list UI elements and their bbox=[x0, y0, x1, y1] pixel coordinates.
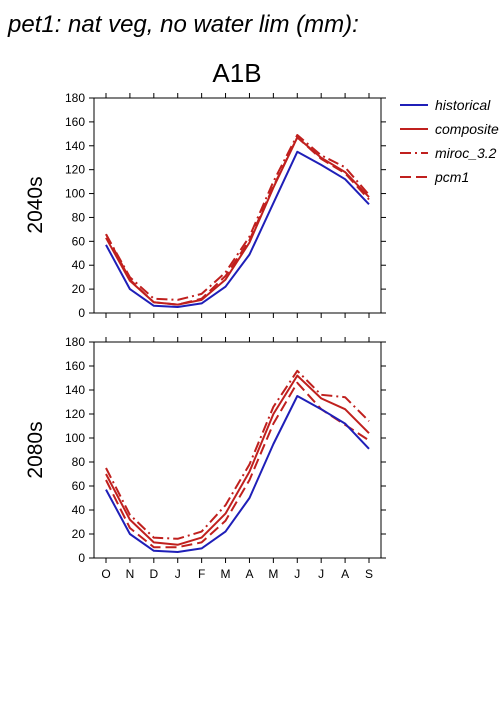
series-line-pcm1 bbox=[105, 136, 370, 306]
plot-frame bbox=[93, 341, 382, 559]
legend: historical composite miroc_3.2 pcm1 bbox=[400, 97, 499, 185]
y-tick-label: 0 bbox=[78, 551, 85, 565]
x-tick-label: S bbox=[365, 567, 373, 581]
y-tick-label: 80 bbox=[72, 210, 86, 224]
legend-label: miroc_3.2 bbox=[435, 145, 497, 161]
series-line-miroc-3-2 bbox=[105, 134, 370, 301]
legend-label: composite bbox=[435, 121, 499, 137]
y-tick-label: 120 bbox=[65, 163, 85, 177]
legend-label: pcm1 bbox=[434, 169, 469, 185]
series-line-composite bbox=[105, 374, 370, 546]
series-line-historical bbox=[105, 395, 370, 553]
page-title: pet1: nat veg, no water lim (mm): bbox=[7, 11, 359, 38]
plot-frame bbox=[93, 97, 382, 314]
y-tick-label: 140 bbox=[65, 383, 85, 397]
x-tick-label: O bbox=[101, 567, 110, 581]
y-tick-label: 100 bbox=[65, 187, 85, 201]
panel-label: 2040s bbox=[24, 176, 47, 233]
y-tick-label: 0 bbox=[78, 306, 85, 320]
y-tick-label: 100 bbox=[65, 431, 85, 445]
x-tick-label: J bbox=[175, 567, 181, 581]
x-tick-label: F bbox=[198, 567, 205, 581]
x-tick-label: J bbox=[318, 567, 324, 581]
x-tick-label: A bbox=[341, 567, 349, 581]
x-tick-label: M bbox=[221, 567, 231, 581]
y-tick-label: 20 bbox=[72, 282, 86, 296]
y-tick-label: 120 bbox=[65, 407, 85, 421]
y-tick-label: 20 bbox=[72, 527, 86, 541]
scenario-title: A1B bbox=[212, 58, 261, 88]
x-tick-label: D bbox=[149, 567, 158, 581]
series-line-historical bbox=[105, 150, 370, 308]
x-tick-label: J bbox=[294, 567, 300, 581]
y-tick-label: 180 bbox=[65, 335, 85, 349]
y-tick-label: 160 bbox=[65, 115, 85, 129]
y-tick-label: 80 bbox=[72, 455, 86, 469]
y-tick-label: 140 bbox=[65, 139, 85, 153]
panel-label: 2080s bbox=[24, 421, 47, 478]
y-tick-label: 60 bbox=[72, 479, 86, 493]
y-tick-label: 60 bbox=[72, 234, 86, 248]
y-tick-label: 160 bbox=[65, 359, 85, 373]
y-tick-label: 40 bbox=[72, 503, 86, 517]
panel-2040s: 0 20 40 60 80 100 120 140 160 180 2040s bbox=[24, 91, 386, 320]
legend-label: historical bbox=[435, 97, 491, 113]
y-tick-label: 180 bbox=[65, 91, 85, 105]
x-tick-label: M bbox=[268, 567, 278, 581]
y-tick-label: 40 bbox=[72, 258, 86, 272]
series-line-miroc-3-2 bbox=[105, 369, 370, 540]
x-tick-label: A bbox=[245, 567, 253, 581]
series-line-composite bbox=[105, 136, 370, 306]
series-line-pcm1 bbox=[105, 381, 370, 549]
x-tick-label: N bbox=[126, 567, 135, 581]
